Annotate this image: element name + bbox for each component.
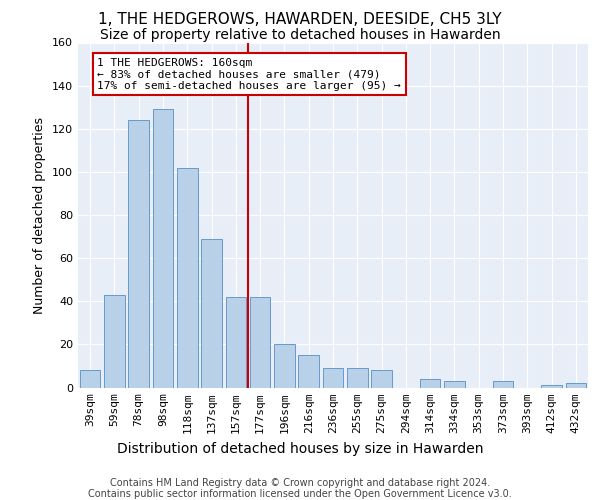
Bar — [80, 370, 100, 388]
Bar — [201, 238, 222, 388]
Text: Size of property relative to detached houses in Hawarden: Size of property relative to detached ho… — [100, 28, 500, 42]
Bar — [347, 368, 368, 388]
Bar — [274, 344, 295, 388]
Bar — [226, 297, 246, 388]
Bar — [128, 120, 149, 388]
Bar — [298, 355, 319, 388]
Bar — [371, 370, 392, 388]
Text: 1, THE HEDGEROWS, HAWARDEN, DEESIDE, CH5 3LY: 1, THE HEDGEROWS, HAWARDEN, DEESIDE, CH5… — [98, 12, 502, 28]
Bar — [152, 110, 173, 388]
Bar — [250, 297, 271, 388]
Bar — [493, 381, 514, 388]
Bar — [323, 368, 343, 388]
Bar — [177, 168, 197, 388]
Bar — [444, 381, 465, 388]
Text: Contains public sector information licensed under the Open Government Licence v3: Contains public sector information licen… — [88, 489, 512, 499]
Bar — [541, 386, 562, 388]
Text: Distribution of detached houses by size in Hawarden: Distribution of detached houses by size … — [117, 442, 483, 456]
Text: Contains HM Land Registry data © Crown copyright and database right 2024.: Contains HM Land Registry data © Crown c… — [110, 478, 490, 488]
Y-axis label: Number of detached properties: Number of detached properties — [34, 116, 46, 314]
Bar — [566, 383, 586, 388]
Bar — [420, 379, 440, 388]
Text: 1 THE HEDGEROWS: 160sqm
← 83% of detached houses are smaller (479)
17% of semi-d: 1 THE HEDGEROWS: 160sqm ← 83% of detache… — [97, 58, 401, 91]
Bar — [104, 295, 125, 388]
